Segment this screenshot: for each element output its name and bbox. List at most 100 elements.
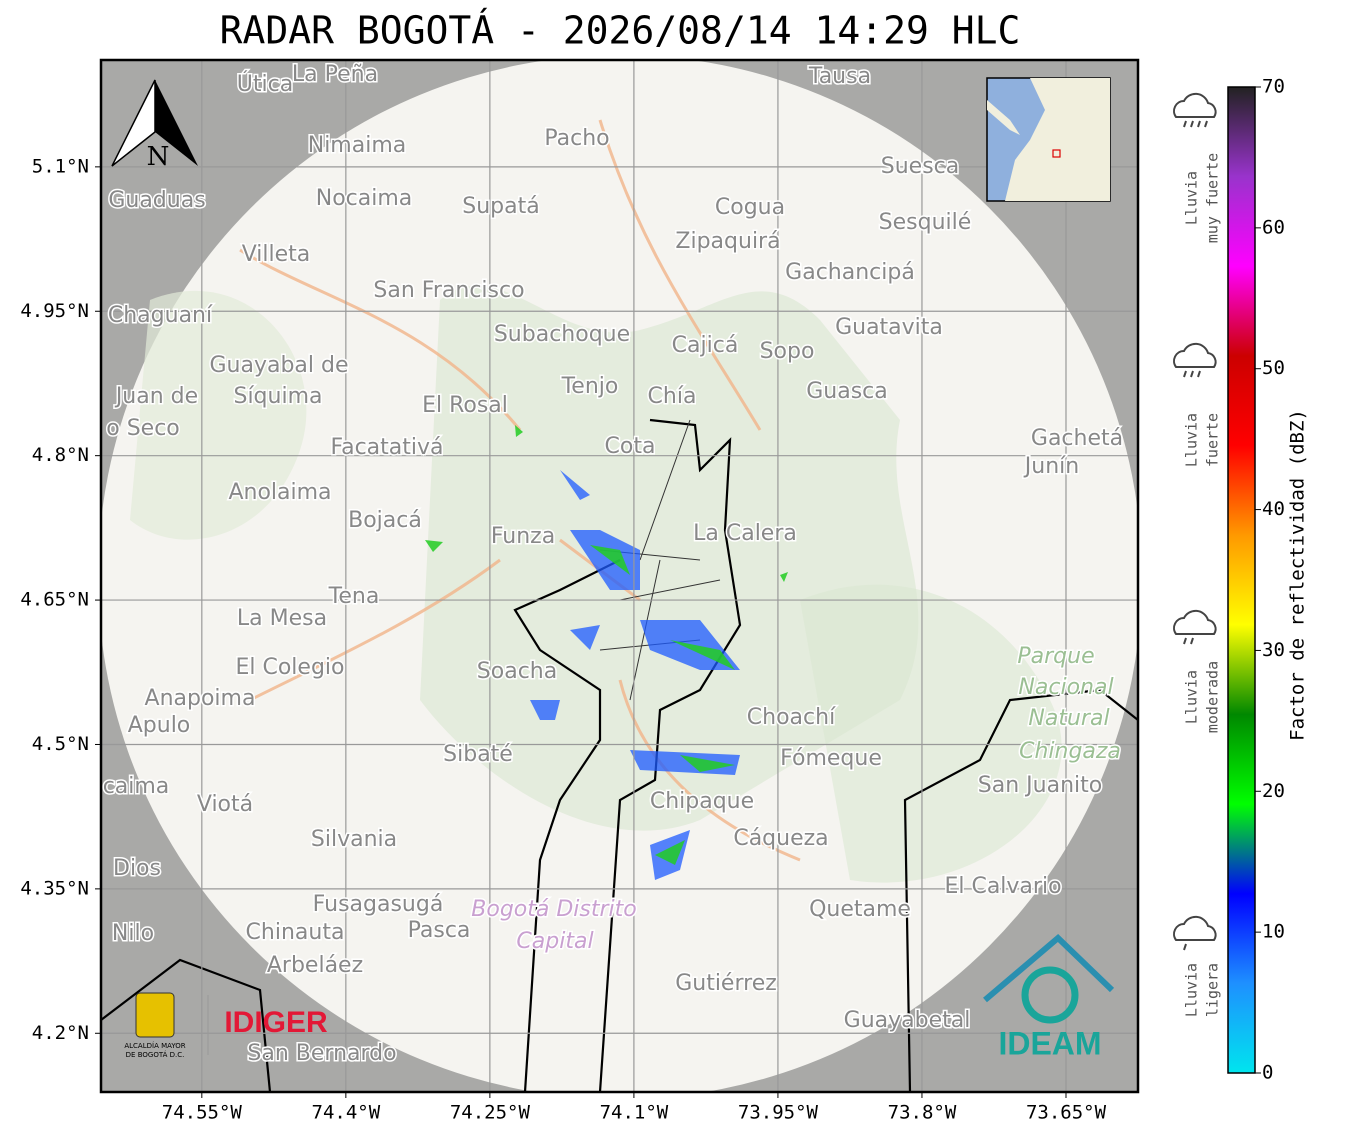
colorbar-tick-label: 10 bbox=[1262, 921, 1285, 943]
place-label: Tenjo bbox=[561, 374, 619, 399]
place-label: Arbeláez bbox=[267, 953, 363, 978]
rain-drop bbox=[1183, 943, 1187, 951]
place-label: San Juanito bbox=[978, 773, 1102, 798]
place-label: Cáqueza bbox=[733, 826, 828, 851]
place-label: Supatá bbox=[462, 194, 539, 219]
rain-icon bbox=[1173, 609, 1217, 635]
rain-drop bbox=[1183, 370, 1187, 378]
place-label: Sibaté bbox=[443, 742, 513, 767]
place-label: El Rosal bbox=[422, 393, 508, 418]
x-tick-label: 74.25°W bbox=[450, 1102, 531, 1124]
place-label: Juan de bbox=[114, 384, 198, 409]
place-label: Natural bbox=[1028, 706, 1109, 731]
y-tick-label: 5.1°N bbox=[32, 155, 89, 177]
place-label: Guayabetal bbox=[844, 1008, 971, 1033]
place-label: Chaguaní bbox=[108, 303, 213, 328]
x-tick-label: 74.1°W bbox=[600, 1102, 669, 1124]
place-label: Tena bbox=[328, 584, 380, 609]
place-label: Cota bbox=[605, 434, 656, 459]
colorbar-tick-label: 20 bbox=[1262, 780, 1285, 802]
place-label: Sesquilé bbox=[879, 210, 972, 235]
colorbar-tick-label: 40 bbox=[1262, 498, 1285, 520]
place-label: Útica bbox=[237, 71, 293, 97]
place-label: Dios bbox=[113, 856, 161, 881]
rain-drop bbox=[1197, 370, 1201, 378]
y-tick-label: 4.35°N bbox=[20, 877, 89, 899]
title: RADAR BOGOTÁ - 2026/08/14 14:29 HLC bbox=[220, 9, 1021, 53]
place-label: caima bbox=[103, 774, 170, 799]
place-label: Chía bbox=[648, 384, 697, 409]
place-label: Facatativá bbox=[330, 435, 443, 460]
colorbar-tick-label: 70 bbox=[1262, 76, 1285, 98]
category-label: Lluvia bbox=[1183, 413, 1201, 467]
logo-text: DE BOGOTÁ D.C. bbox=[126, 1050, 185, 1059]
category-label: ligera bbox=[1204, 963, 1222, 1017]
place-label: Subachoque bbox=[494, 322, 630, 347]
place-label: Nocaima bbox=[316, 186, 413, 211]
x-tick-label: 74.55°W bbox=[162, 1102, 243, 1124]
logo-text: IDIGER bbox=[224, 1006, 328, 1039]
place-label: San Bernardo bbox=[247, 1041, 396, 1066]
colorbar-tick-label: 50 bbox=[1262, 357, 1285, 379]
place-label: Guasca bbox=[806, 379, 888, 404]
x-tick-label: 73.95°W bbox=[738, 1102, 819, 1124]
category-label: Lluvia bbox=[1183, 963, 1201, 1017]
x-tick-label: 74.4°W bbox=[312, 1102, 381, 1124]
place-label: Guatavita bbox=[835, 315, 943, 340]
colorbar-label: Factor de reflectividad (dBZ) bbox=[1287, 409, 1309, 741]
place-label: Nimaima bbox=[308, 133, 407, 158]
y-tick-label: 4.95°N bbox=[20, 300, 89, 322]
place-label: Pasca bbox=[408, 918, 471, 943]
place-label: Villeta bbox=[242, 242, 311, 267]
rain-drop bbox=[1190, 370, 1194, 378]
place-label: Quetame bbox=[809, 897, 911, 922]
north-arrow: N bbox=[111, 79, 198, 172]
place-label: Sopo bbox=[760, 339, 815, 364]
place-label: Anolaima bbox=[228, 480, 331, 505]
place-label: Guaduas bbox=[108, 188, 205, 213]
place-label: El Calvario bbox=[944, 874, 1061, 899]
x-tick-label: 73.8°W bbox=[888, 1102, 957, 1124]
place-label: Viotá bbox=[197, 792, 253, 817]
colorbar-tick-label: 30 bbox=[1262, 639, 1285, 661]
place-label: San Francisco bbox=[373, 278, 524, 303]
place-label: Pacho bbox=[544, 126, 609, 151]
place-label: Tausa bbox=[808, 64, 871, 89]
y-tick-label: 4.8°N bbox=[32, 444, 89, 466]
place-label: La Mesa bbox=[237, 606, 327, 631]
category-label: fuerte bbox=[1204, 413, 1222, 467]
colorbar bbox=[1227, 86, 1256, 1074]
rain-icon bbox=[1173, 915, 1217, 941]
place-label: Suesca bbox=[881, 154, 959, 179]
inset-map bbox=[986, 77, 1111, 202]
colorbar-tick-label: 60 bbox=[1262, 216, 1285, 238]
place-label: Gachetá bbox=[1031, 426, 1123, 451]
place-label: El Colegio bbox=[235, 655, 344, 680]
place-label: Bojacá bbox=[348, 508, 422, 533]
place-label: Anapoima bbox=[145, 686, 256, 711]
logos: ALCALDÍA MAYOR DE BOGOTÁ D.C. IDIGER IDE… bbox=[124, 933, 1115, 1061]
place-label: Fusagasugá bbox=[313, 892, 444, 917]
place-label: Fómeque bbox=[780, 746, 882, 771]
rain-drop bbox=[1183, 637, 1187, 645]
colorbar-tick-label: 0 bbox=[1262, 1062, 1273, 1084]
place-label: Choachí bbox=[747, 705, 836, 730]
logo-text: ALCALDÍA MAYOR bbox=[124, 1041, 185, 1050]
place-label: Soacha bbox=[477, 659, 557, 684]
x-tick-label: 73.65°W bbox=[1026, 1102, 1107, 1124]
rain-icon bbox=[1173, 342, 1217, 368]
rain-drop bbox=[1204, 120, 1208, 128]
category-label: muy fuerte bbox=[1204, 153, 1222, 243]
place-label: Apulo bbox=[128, 713, 191, 738]
place-label: Parque bbox=[1017, 644, 1094, 669]
place-label: Cogua bbox=[715, 195, 785, 220]
y-tick-label: 4.5°N bbox=[32, 733, 89, 755]
place-label: La Peña bbox=[292, 62, 378, 87]
place-label: Síquima bbox=[233, 384, 322, 409]
place-label: Funza bbox=[491, 524, 555, 549]
place-label: Chingaza bbox=[1019, 739, 1121, 764]
rain-drop bbox=[1190, 120, 1194, 128]
place-label: Nilo bbox=[112, 921, 154, 946]
